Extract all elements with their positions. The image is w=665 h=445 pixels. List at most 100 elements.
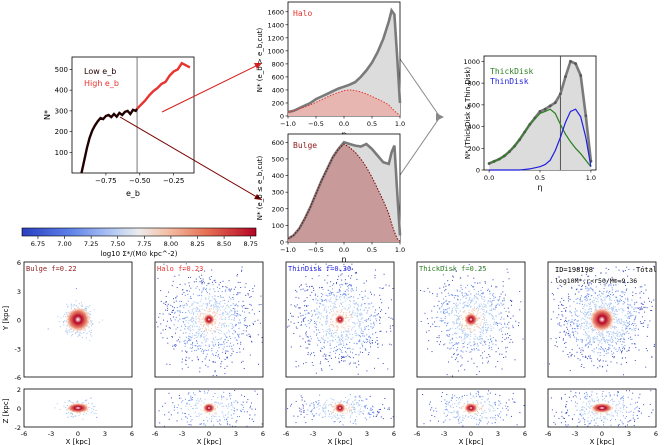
star-pixel — [237, 314, 239, 316]
star-pixel — [634, 307, 636, 309]
star-pixel — [199, 310, 201, 312]
star-pixel — [367, 303, 369, 305]
star-pixel — [54, 407, 56, 409]
star-pixel — [604, 339, 605, 341]
star-pixel — [229, 296, 230, 298]
star-pixel — [219, 338, 221, 340]
star-pixel — [650, 310, 652, 311]
star-pixel — [168, 313, 170, 315]
star-pixel — [622, 292, 624, 294]
star-pixel — [172, 345, 174, 347]
star-pixel — [357, 401, 359, 403]
star-pixel — [454, 268, 456, 270]
star-pixel — [213, 298, 215, 300]
star-pixel — [207, 338, 209, 340]
star-pixel — [197, 334, 199, 336]
star-pixel — [471, 310, 473, 312]
star-pixel — [90, 320, 92, 322]
star-pixel — [361, 399, 363, 401]
star-pixel — [211, 333, 213, 334]
star-pixel — [81, 333, 83, 335]
star-pixel — [211, 341, 213, 343]
star-pixel — [243, 311, 245, 313]
star-pixel — [331, 292, 332, 294]
star-pixel — [613, 293, 615, 295]
star-pixel — [356, 403, 358, 405]
star-pixel — [565, 346, 567, 348]
star-pixel — [453, 323, 455, 325]
star-pixel — [168, 418, 170, 420]
star-pixel — [369, 413, 371, 415]
bulge-ytick-label: 200 — [272, 205, 284, 213]
star-pixel — [451, 397, 453, 399]
star-pixel — [449, 313, 451, 314]
star-pixel — [351, 327, 353, 329]
star-pixel — [241, 361, 242, 363]
star-pixel — [474, 349, 476, 351]
star-pixel — [336, 413, 338, 415]
star-pixel — [375, 269, 376, 271]
star-pixel — [322, 408, 324, 409]
star-pixel — [199, 294, 201, 296]
star-pixel — [234, 308, 236, 310]
star-pixel — [70, 331, 72, 333]
star-pixel — [311, 362, 313, 363]
star-pixel — [559, 331, 561, 333]
star-pixel — [322, 329, 324, 330]
star-pixel — [340, 334, 342, 336]
star-pixel — [457, 300, 459, 301]
star-pixel — [593, 304, 595, 306]
star-pixel — [83, 332, 85, 333]
star-pixel — [479, 342, 481, 343]
star-pixel — [468, 290, 470, 292]
star-pixel — [452, 396, 454, 398]
star-pixel — [461, 364, 463, 366]
star-pixel — [613, 356, 615, 358]
star-pixel — [574, 328, 576, 330]
star-pixel — [601, 338, 603, 340]
star-pixel — [478, 407, 480, 409]
map-core — [203, 313, 215, 326]
eb-ytick-label: 100 — [55, 149, 68, 157]
star-pixel — [469, 412, 471, 414]
star-pixel — [455, 308, 457, 310]
bulge-xtick-label: −0.5 — [308, 246, 324, 254]
star-pixel — [173, 309, 174, 311]
star-pixel — [196, 307, 198, 309]
star-pixel — [208, 329, 209, 331]
star-pixel — [456, 350, 458, 352]
star-pixel — [621, 327, 623, 329]
star-pixel — [476, 415, 478, 416]
star-pixel — [427, 348, 429, 350]
star-pixel — [603, 296, 605, 298]
star-pixel — [436, 295, 438, 297]
star-pixel — [213, 354, 214, 356]
star-pixel — [366, 398, 368, 400]
star-pixel — [579, 323, 580, 325]
star-pixel — [458, 420, 460, 422]
star-pixel — [256, 393, 258, 395]
disk-total-point — [584, 114, 588, 118]
star-pixel — [347, 325, 349, 327]
star-pixel — [617, 319, 619, 321]
disk-thin-curve — [489, 108, 592, 171]
star-pixel — [238, 336, 240, 338]
star-pixel — [456, 327, 458, 329]
star-pixel — [237, 293, 239, 295]
star-pixel — [551, 293, 553, 294]
star-pixel — [215, 281, 217, 283]
eb-xlabel: e_b — [126, 189, 140, 198]
star-pixel — [592, 341, 594, 343]
star-pixel — [206, 290, 207, 292]
star-pixel — [496, 321, 498, 323]
star-pixel — [569, 321, 571, 323]
star-pixel — [452, 345, 454, 347]
star-pixel — [350, 284, 352, 286]
star-pixel — [444, 343, 446, 345]
star-pixel — [194, 325, 196, 327]
star-pixel — [356, 287, 357, 289]
star-pixel — [66, 333, 68, 335]
star-pixel — [477, 282, 479, 284]
star-pixel — [481, 296, 483, 298]
